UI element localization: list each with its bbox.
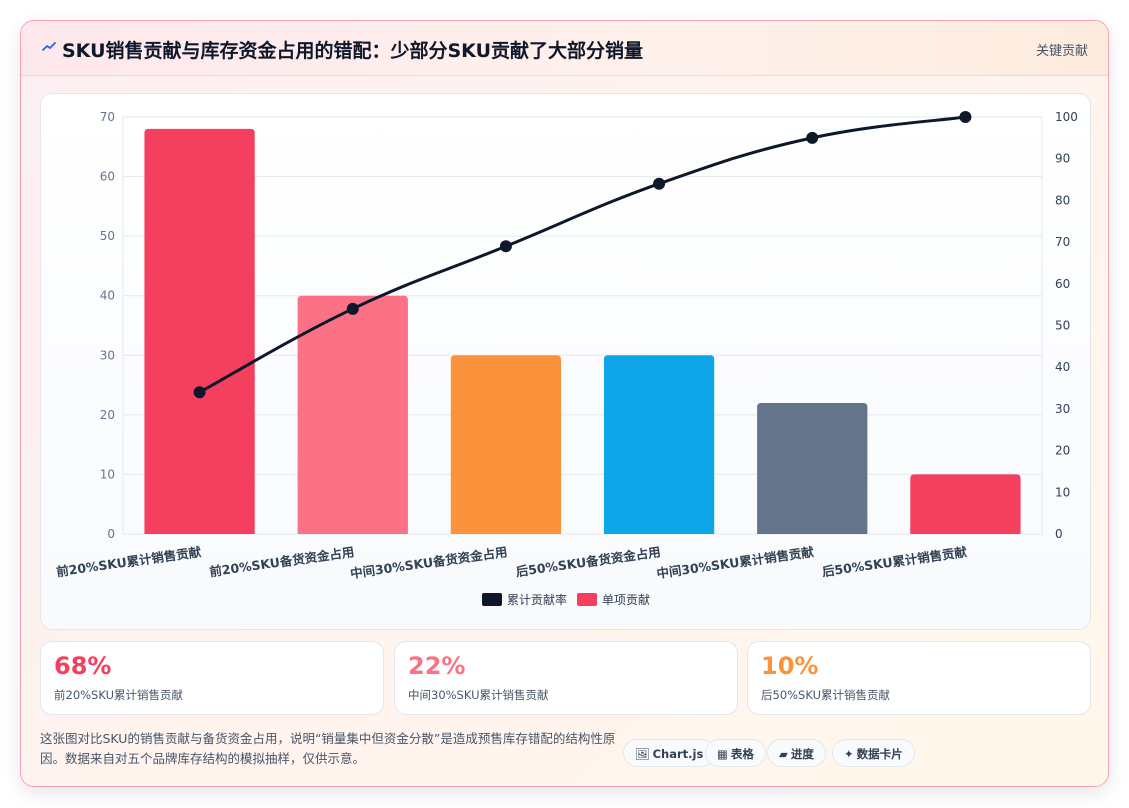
line-point: [499, 240, 512, 253]
chip-table[interactable]: ▦ 表格: [705, 739, 766, 767]
line-point: [806, 131, 819, 144]
stat-value: 10%: [761, 652, 819, 680]
stat-value: 22%: [408, 652, 466, 680]
y-left-tick-label: 30: [100, 348, 115, 362]
x-tick-label: 中间30%SKU累计销售贡献: [656, 544, 816, 581]
x-tick-label: 前20%SKU备货资金占用: [208, 544, 355, 579]
chart-card: SKU销售贡献与库存资金占用的错配：少部分SKU贡献了大部分销量 关键贡献 0 1…: [20, 20, 1109, 787]
x-tick-label: 前20%SKU累计销售贡献: [55, 544, 202, 579]
bar: [144, 128, 255, 534]
stat-card-top: 68% 前20%SKU累计销售贡献: [40, 641, 384, 715]
stat-label: 后50%SKU累计销售贡献: [761, 688, 891, 702]
chip-label: 表格: [730, 747, 754, 761]
cumulative-line: [198, 115, 966, 394]
chip-label: 数据卡片: [856, 747, 903, 761]
chip-progress[interactable]: ▰ 进度: [767, 739, 826, 767]
y-right-tick-label: 20: [1055, 444, 1070, 458]
chip-chartjs[interactable]: 🖼 Chart.js: [623, 739, 716, 767]
sparkle-icon: ✦: [844, 747, 854, 761]
chart-panel: 0 10 20 30 40 50 60 70 0 10 20 30 40 50 60 70 80 90 100 前20…: [40, 93, 1091, 630]
x-tick-label: 后50%SKU累计销售贡献: [821, 544, 968, 579]
legend-label: 单项贡献: [602, 592, 650, 607]
bar: [910, 474, 1021, 534]
y-right-tick-label: 10: [1055, 485, 1070, 499]
y-left-tick-label: 0: [107, 527, 115, 541]
progress-icon: ▰: [779, 747, 788, 761]
table-icon: ▦: [717, 747, 728, 761]
stat-card-bottom: 10% 后50%SKU累计销售贡献: [747, 641, 1091, 715]
line-point: [959, 111, 972, 123]
y-left-tick-label: 40: [100, 289, 115, 303]
y-left-tick-label: 70: [100, 110, 115, 124]
y-right-tick-label: 70: [1055, 235, 1070, 249]
y-left-tick-label: 10: [100, 467, 115, 481]
pareto-chart: 0 10 20 30 40 50 60 70 0 10 20 30 40 50 60 70 80 90 100 前20…: [55, 110, 1078, 607]
trend-icon: [42, 42, 56, 51]
bar: [757, 402, 868, 534]
y-left-tick-label: 60: [100, 170, 115, 184]
x-tick-label: 中间30%SKU备货资金占用: [349, 544, 508, 581]
y-right-tick-label: 90: [1055, 152, 1070, 166]
line-point: [653, 177, 666, 190]
header-tag: 关键贡献: [1035, 44, 1088, 59]
image-icon: 🖼: [635, 747, 650, 761]
stat-label: 中间30%SKU累计销售贡献: [408, 688, 549, 702]
y-right-tick-label: 60: [1055, 277, 1070, 291]
bar: [297, 295, 408, 534]
y-right-tick-label: 100: [1055, 110, 1078, 124]
chip-label: Chart.js: [652, 747, 704, 761]
bar: [450, 355, 562, 534]
legend-label: 累计贡献率: [507, 592, 567, 607]
y-left-tick-label: 50: [100, 229, 115, 243]
card-header: SKU销售贡献与库存资金占用的错配：少部分SKU贡献了大部分销量 关键贡献: [21, 21, 1108, 76]
line-point: [346, 302, 359, 315]
legend-swatch: [482, 593, 502, 606]
chip-label: 进度: [790, 747, 814, 761]
stat-label: 前20%SKU累计销售贡献: [54, 688, 184, 702]
bar: [603, 355, 715, 534]
stat-card-middle: 22% 中间30%SKU累计销售贡献: [394, 641, 738, 715]
y-right-tick-label: 30: [1055, 402, 1070, 416]
footnote: 这张图对比SKU的销售贡献与备货资金占用，说明“销量集中但资金分散”是造成预售库…: [40, 731, 616, 766]
stat-value: 68%: [54, 652, 112, 680]
y-right-tick-label: 0: [1055, 527, 1063, 541]
y-right-tick-label: 80: [1055, 193, 1070, 207]
y-left-tick-label: 20: [100, 408, 115, 422]
line-point: [193, 386, 206, 399]
chip-data-cards[interactable]: ✦ 数据卡片: [832, 739, 915, 767]
legend-swatch: [577, 593, 597, 606]
x-tick-label: 后50%SKU备货资金占用: [515, 544, 662, 579]
page-title: SKU销售贡献与库存资金占用的错配：少部分SKU贡献了大部分销量: [62, 40, 644, 62]
y-right-tick-label: 40: [1055, 360, 1070, 374]
y-right-tick-label: 50: [1055, 319, 1070, 333]
